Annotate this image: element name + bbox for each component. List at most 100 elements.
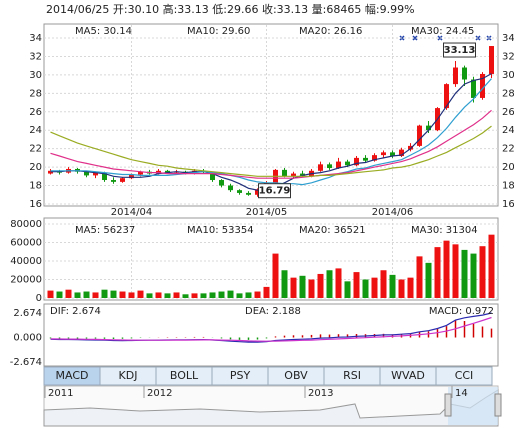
volume-bar xyxy=(443,240,450,298)
volume-bar xyxy=(74,292,81,298)
volume-bar xyxy=(317,273,324,298)
tab-label[interactable]: MACD xyxy=(56,369,89,382)
timeline-label: 2012 xyxy=(147,388,172,399)
y-tick-label: 24 xyxy=(29,125,42,136)
x-tick-label: 2014/05 xyxy=(246,207,288,218)
candle-body xyxy=(228,185,233,191)
candle-body xyxy=(426,125,431,131)
timeline-label: 2011 xyxy=(48,388,73,399)
y-tick-label: 0 xyxy=(36,293,42,304)
candle-body xyxy=(462,67,467,80)
macd-panel xyxy=(43,303,499,367)
volume-bar xyxy=(380,270,387,298)
volume-bar xyxy=(128,292,135,298)
volume-bar xyxy=(65,289,72,298)
tab-label[interactable]: CCI xyxy=(455,369,474,382)
price-flag-box xyxy=(258,183,291,199)
candle-body xyxy=(327,164,332,169)
legend-label: MA5: 30.14 xyxy=(75,26,132,37)
legend-label: MA20: 36521 xyxy=(299,225,366,236)
volume-bar xyxy=(200,293,207,298)
price-flag: 33.13 xyxy=(444,45,476,56)
candle-body xyxy=(246,192,251,195)
volume-bar xyxy=(272,253,279,298)
header-quote: 2014/06/25 开:30.10 高:33.13 低:29.66 收:33.… xyxy=(46,2,415,16)
volume-bar xyxy=(56,291,63,298)
volume-bar xyxy=(290,277,297,298)
price-flag-box xyxy=(443,42,476,58)
candle-body xyxy=(390,152,395,157)
y-tick-label: 24 xyxy=(502,125,514,136)
candle-body xyxy=(93,172,98,176)
volume-bar xyxy=(344,281,351,298)
volume-bar xyxy=(434,247,441,298)
tab-label[interactable]: RSI xyxy=(343,369,361,382)
volume-bar xyxy=(218,291,225,298)
volume-bar xyxy=(299,275,306,298)
timeline-label: 2013 xyxy=(308,388,333,399)
volume-bar xyxy=(155,292,162,298)
volume-bar xyxy=(281,270,288,298)
legend-label: MA30: 24.45 xyxy=(411,26,474,37)
volume-bar xyxy=(398,279,405,298)
y-tick-label: 0.000 xyxy=(13,333,42,344)
y-tick-label: 80000 xyxy=(10,219,42,230)
legend-label: MA5: 56237 xyxy=(75,225,135,236)
legend-label: MA20: 26.16 xyxy=(299,26,362,37)
legend-label: MA30: 31304 xyxy=(411,225,478,236)
macd-line xyxy=(50,316,492,342)
y-tick-label: 22 xyxy=(29,144,42,155)
volume-bar xyxy=(488,234,495,298)
volume-bar xyxy=(263,286,270,298)
tab-label[interactable]: WVAD xyxy=(391,369,425,382)
candle-body xyxy=(417,125,422,146)
y-tick-label: 28 xyxy=(502,88,514,99)
tab-label[interactable]: BOLL xyxy=(170,369,199,382)
volume-bar xyxy=(335,268,342,298)
timeline-handle[interactable] xyxy=(494,393,502,417)
candle-body xyxy=(111,180,116,182)
candle-body xyxy=(471,79,476,98)
volume-bar xyxy=(245,292,252,298)
volume-bar xyxy=(227,290,234,298)
legend-label: MA10: 53354 xyxy=(187,225,254,236)
candle-body xyxy=(210,172,215,181)
candle-body xyxy=(408,145,413,150)
timeline-label: 14 xyxy=(455,388,468,399)
candle-body xyxy=(444,84,449,109)
tab-label[interactable]: PSY xyxy=(230,369,251,382)
y-tick-label: 34 xyxy=(502,33,514,44)
timeline-window[interactable] xyxy=(448,387,498,425)
volume-bar xyxy=(110,290,117,298)
volume-bar xyxy=(254,291,261,298)
volume-bar xyxy=(452,244,459,298)
y-tick-label: 30 xyxy=(29,70,42,81)
candle-body xyxy=(237,190,242,193)
volume-bar xyxy=(119,291,126,298)
candle-body xyxy=(453,67,458,85)
timeline-handle[interactable] xyxy=(444,393,452,417)
candle-body xyxy=(489,46,494,74)
y-tick-label: 34 xyxy=(29,33,42,44)
y-tick-label: 32 xyxy=(502,51,514,62)
candle-body xyxy=(354,157,359,166)
y-tick-label: 32 xyxy=(29,51,42,62)
volume-bar xyxy=(236,293,243,298)
y-tick-label: 26 xyxy=(502,107,514,118)
volume-bar xyxy=(407,277,414,298)
tab-label[interactable]: KDJ xyxy=(119,369,138,382)
volume-bar xyxy=(362,279,369,298)
volume-bar xyxy=(137,290,144,298)
candle-body xyxy=(282,169,287,177)
volume-bar xyxy=(47,290,54,298)
volume-bar xyxy=(209,292,216,298)
volume-bar xyxy=(425,262,432,298)
indicator-tab[interactable] xyxy=(435,366,493,386)
volume-bar xyxy=(470,253,477,298)
tab-label[interactable]: OBV xyxy=(284,369,308,382)
volume-bar xyxy=(308,279,315,298)
volume-bar xyxy=(83,291,90,298)
volume-bar xyxy=(182,294,189,298)
volume-bar xyxy=(164,293,171,298)
